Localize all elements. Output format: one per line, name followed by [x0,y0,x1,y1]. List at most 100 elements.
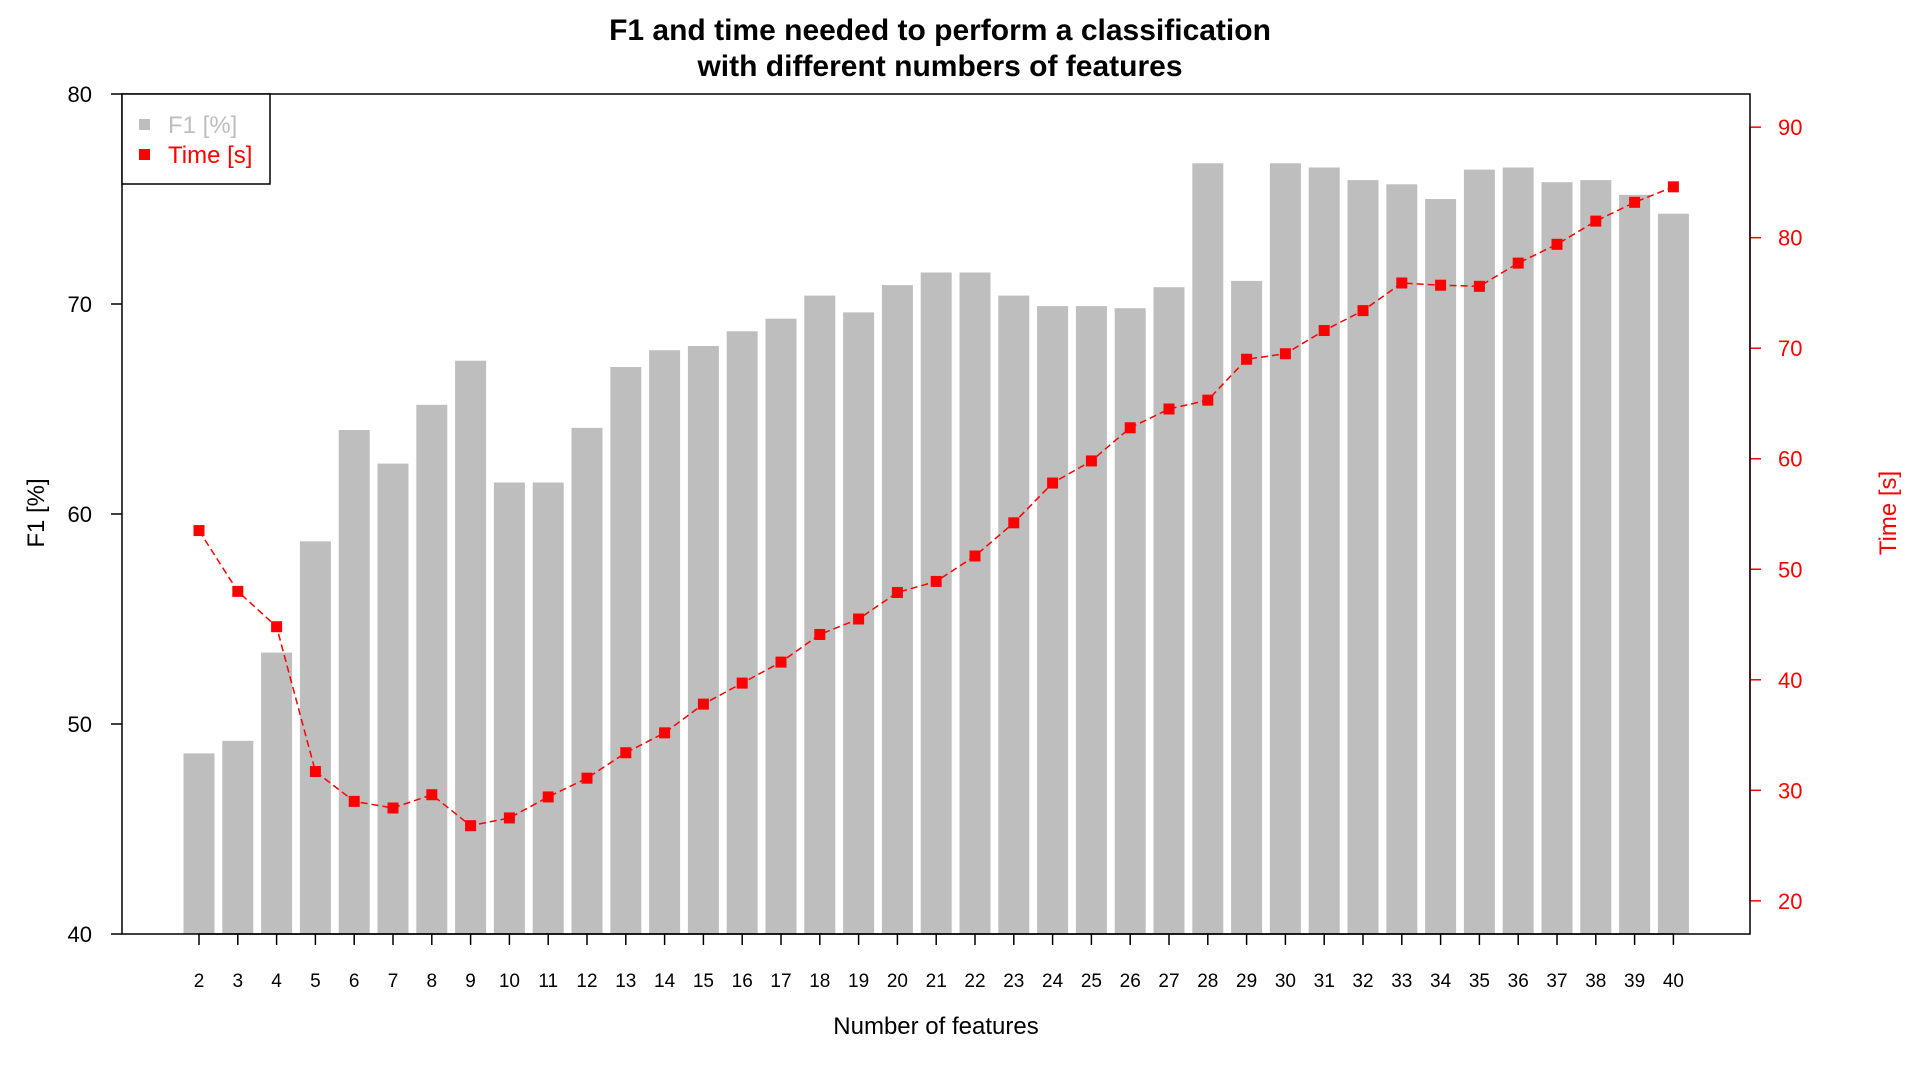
x-tick-label-18: 18 [809,971,830,992]
left-tick-label-50: 50 [68,712,92,737]
time-point-13 [620,747,632,759]
x-tick-label-6: 6 [349,971,360,992]
x-tick-label-29: 29 [1236,971,1257,992]
x-tick-label-23: 23 [1003,971,1024,992]
f1-bar-15 [687,346,719,934]
f1-bar-22 [959,272,991,934]
x-tick-label-17: 17 [770,971,791,992]
time-point-21 [930,575,942,587]
time-point-33 [1396,277,1408,289]
x-tick-label-5: 5 [310,971,321,992]
right-tick-label-70: 70 [1778,336,1802,361]
f1-bar-3 [222,740,254,934]
time-point-19 [853,613,865,625]
time-point-6 [348,795,360,807]
f1-bar-17 [765,318,797,934]
left-tick-label-80: 80 [68,82,92,107]
x-tick-label-28: 28 [1197,971,1218,992]
f1-bar-32 [1347,180,1379,935]
time-point-3 [232,585,244,597]
x-tick-label-9: 9 [465,971,476,992]
time-point-23 [1008,517,1020,529]
f1-bar-38 [1580,180,1612,935]
x-axis-label: Number of features [833,1013,1038,1040]
f1-bar-27 [1153,287,1185,934]
x-tick-label-12: 12 [576,971,597,992]
time-point-29 [1241,353,1253,365]
f1-bar-20 [881,285,913,935]
x-ticks-group: 2 3 4 5 6 7 8 9 10 11 12 13 14 15 16 17 18 19 20 21 22 23 24 25… [194,933,1684,992]
time-point-32 [1357,305,1369,317]
f1-bar-31 [1308,167,1340,934]
time-line-group [193,181,1679,832]
bars-group [183,163,1689,935]
f1-bar-37 [1541,182,1573,934]
f1-bar-30 [1269,163,1301,935]
f1-bar-29 [1231,280,1263,934]
x-tick-label-16: 16 [732,971,753,992]
right-tick-label-80: 80 [1778,226,1802,251]
time-point-16 [736,677,748,689]
time-point-37 [1551,238,1563,250]
legend-marker-f1 [139,119,150,130]
time-point-36 [1512,257,1524,269]
time-point-20 [891,586,903,598]
x-tick-label-32: 32 [1352,971,1373,992]
x-tick-label-37: 37 [1546,971,1567,992]
time-point-7 [387,802,399,814]
f1-bar-4 [261,652,293,934]
x-tick-label-40: 40 [1663,971,1684,992]
x-tick-label-8: 8 [427,971,438,992]
f1-bar-16 [726,331,758,934]
time-point-17 [775,656,787,668]
x-tick-label-39: 39 [1624,971,1645,992]
right-tick-label-60: 60 [1778,447,1802,472]
x-tick-label-31: 31 [1314,971,1335,992]
time-point-5 [309,766,321,778]
x-tick-label-10: 10 [499,971,520,992]
f1-bar-26 [1114,308,1146,934]
left-axis-group: 40 50 60 70 80 [68,82,122,947]
time-point-38 [1590,215,1602,227]
time-point-39 [1629,196,1641,208]
f1-bar-24 [1037,306,1069,935]
x-tick-label-30: 30 [1275,971,1296,992]
f1-bar-25 [1075,306,1107,935]
time-point-30 [1279,348,1291,360]
time-point-8 [426,789,438,801]
right-tick-label-30: 30 [1778,778,1802,803]
chart-title-line-1: F1 and time needed to perform a classifi… [609,14,1271,47]
legend-label-time: Time [s] [168,142,252,169]
legend: F1 [%] Time [s] [121,93,271,185]
f1-bar-9 [455,360,487,934]
chart-title-line-2: with different numbers of features [696,50,1182,83]
time-point-25 [1085,455,1097,467]
right-axis-label: Time [s] [1875,471,1902,555]
f1-bar-28 [1192,163,1224,935]
x-tick-label-19: 19 [848,971,869,992]
f1-bar-11 [532,482,564,934]
x-tick-label-34: 34 [1430,971,1452,992]
f1-bar-10 [493,482,525,934]
x-tick-label-26: 26 [1120,971,1141,992]
time-point-27 [1163,403,1175,415]
f1-bar-21 [920,272,952,934]
f1-bar-13 [610,367,642,934]
x-tick-label-14: 14 [654,971,676,992]
left-tick-label-40: 40 [68,922,92,947]
time-point-34 [1435,279,1447,291]
f1-bar-33 [1386,184,1418,935]
x-tick-label-25: 25 [1081,971,1102,992]
x-tick-label-22: 22 [964,971,985,992]
time-point-11 [542,791,554,803]
x-tick-label-35: 35 [1469,971,1490,992]
x-tick-label-2: 2 [194,971,205,992]
x-tick-label-3: 3 [233,971,244,992]
x-tick-label-7: 7 [388,971,399,992]
plot-frame [121,93,1751,935]
f1-bar-35 [1463,169,1495,935]
f1-bar-39 [1619,194,1651,935]
right-tick-label-90: 90 [1778,115,1802,140]
right-tick-label-50: 50 [1778,557,1802,582]
x-tick-label-21: 21 [926,971,947,992]
